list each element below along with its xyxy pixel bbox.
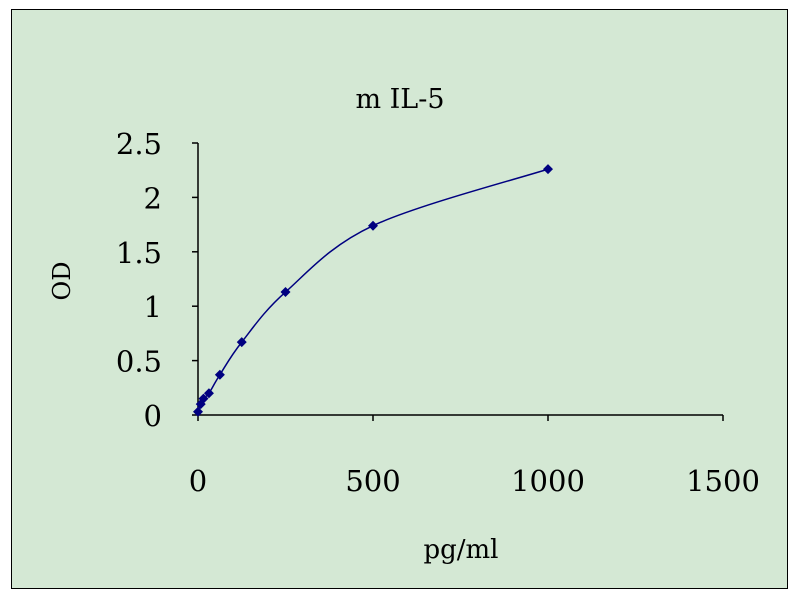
chart-title: m IL-5	[355, 84, 444, 115]
y-tick-label: 2.5	[116, 127, 162, 161]
axes	[192, 142, 724, 421]
chart-frame	[11, 9, 788, 589]
x-tick-label: 500	[345, 464, 400, 498]
data-point	[214, 369, 225, 380]
y-tick-label: 0	[144, 399, 162, 433]
y-tick-label: 1	[144, 290, 162, 324]
plot-area	[193, 164, 553, 417]
data-point	[543, 164, 553, 175]
data-point	[198, 393, 209, 404]
y-tick-label: 2	[144, 181, 162, 215]
data-point	[203, 388, 214, 399]
data-point	[236, 337, 247, 348]
series-line	[197, 168, 549, 412]
x-axis-label: pg/ml	[423, 535, 498, 565]
y-axis-label: OD	[48, 262, 76, 301]
data-point	[368, 220, 378, 231]
tick-labels: 0 0.5 1 1.5 2 2.5 0 500 1000 1500	[116, 127, 760, 498]
x-tick-label: 1000	[511, 464, 585, 498]
data-point	[193, 406, 203, 417]
y-tick-label: 1.5	[116, 236, 162, 270]
x-tick-label: 1500	[686, 464, 760, 498]
x-tick-label: 0	[189, 464, 207, 498]
data-point	[280, 287, 291, 298]
y-tick-label: 0.5	[116, 345, 162, 379]
